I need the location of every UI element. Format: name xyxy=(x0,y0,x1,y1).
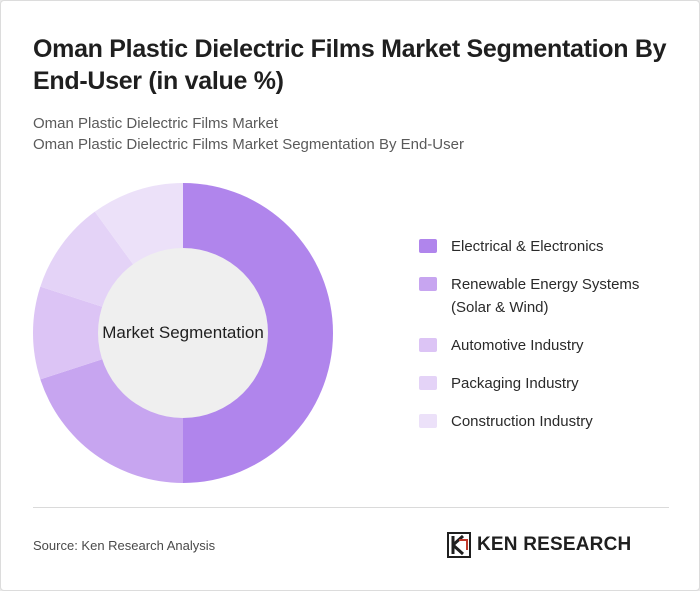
chart-title: Oman Plastic Dielectric Films Market Seg… xyxy=(33,35,667,95)
donut-hole xyxy=(98,248,268,418)
source-note: Source: Ken Research Analysis xyxy=(33,538,216,553)
chart-subtitle: Oman Plastic Dielectric Films Market xyxy=(33,115,279,132)
legend-swatch xyxy=(419,338,437,352)
legend-item: Packaging Industry xyxy=(419,372,669,395)
legend-label: Construction Industry xyxy=(451,413,593,430)
legend-swatch xyxy=(419,239,437,253)
legend-label: Electrical & Electronics xyxy=(451,238,604,255)
donut-center-label: Market Segmentation xyxy=(102,323,264,342)
ken-logo-icon xyxy=(447,532,471,558)
chart-subtitle-detail: Oman Plastic Dielectric Films Market Seg… xyxy=(33,136,464,153)
legend-swatch xyxy=(419,414,437,428)
legend-item: Automotive Industry xyxy=(419,334,669,357)
chart-legend: Electrical & Electronics Renewable Energy… xyxy=(419,235,669,448)
donut-chart xyxy=(33,183,333,483)
legend-item: Renewable Energy Systems (Solar & Wind) xyxy=(419,273,669,319)
legend-label: Renewable Energy Systems (Solar & Wind) xyxy=(451,276,640,316)
legend-swatch xyxy=(419,277,437,291)
footer-divider xyxy=(33,507,669,508)
legend-swatch xyxy=(419,376,437,390)
legend-label: Packaging Industry xyxy=(451,375,579,392)
legend-label: Automotive Industry xyxy=(451,337,584,354)
ken-research-logo: KEN RESEARCH xyxy=(447,532,631,558)
legend-item: Electrical & Electronics xyxy=(419,235,669,258)
legend-item: Construction Industry xyxy=(419,410,669,433)
logo-text: KEN RESEARCH xyxy=(477,534,632,555)
